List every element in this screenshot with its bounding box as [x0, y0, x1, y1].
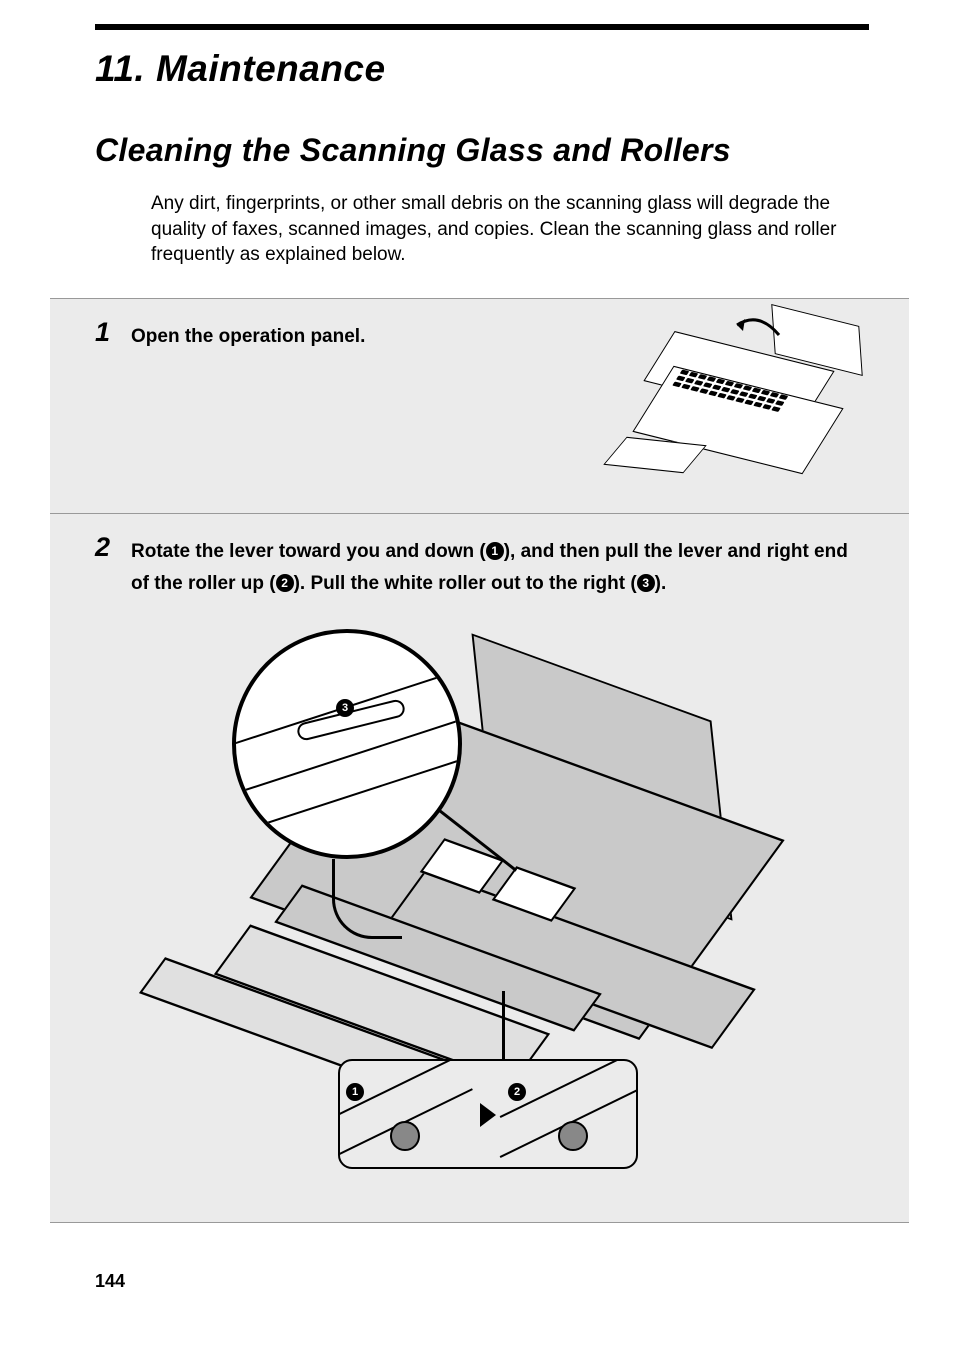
callout-1-marker: 1	[346, 1083, 364, 1101]
step-1-box: 1 Open the operation panel.	[50, 298, 909, 514]
section-title: Cleaning the Scanning Glass and Rollers	[95, 132, 869, 169]
callout-2-marker: 2	[508, 1083, 526, 1101]
chapter-title: 11. Maintenance	[95, 48, 869, 90]
detail-lever-panel	[338, 1059, 638, 1169]
lift-arrow-icon	[729, 315, 789, 341]
detail-inset-circle	[232, 629, 462, 859]
callout-1-inline: 1	[486, 542, 504, 560]
step-1-number: 1	[95, 319, 113, 346]
step-2-box: 2 Rotate the lever toward you and down (…	[50, 513, 909, 1223]
page-number: 144	[95, 1271, 125, 1292]
page-content: 11. Maintenance Cleaning the Scanning Gl…	[0, 0, 954, 1223]
step-2-text-a: Rotate the lever toward you and down (	[131, 541, 486, 562]
step-1-illustration	[619, 321, 869, 491]
callout-2-inline: 2	[276, 574, 294, 592]
step-1-text: Open the operation panel.	[131, 321, 601, 353]
step-2-number: 2	[95, 534, 113, 561]
top-rule	[95, 24, 869, 30]
step-2-text-d: ).	[655, 573, 667, 594]
step-2-illustration: 3 1 2	[222, 629, 742, 1174]
step-2-text-c: ). Pull the white roller out to the righ…	[294, 573, 637, 594]
step-2-text: Rotate the lever toward you and down (1)…	[131, 536, 869, 601]
sequence-arrow-icon	[480, 1103, 496, 1127]
callout-3-inline: 3	[637, 574, 655, 592]
callout-3-marker: 3	[336, 699, 354, 717]
intro-paragraph: Any dirt, fingerprints, or other small d…	[151, 191, 859, 268]
